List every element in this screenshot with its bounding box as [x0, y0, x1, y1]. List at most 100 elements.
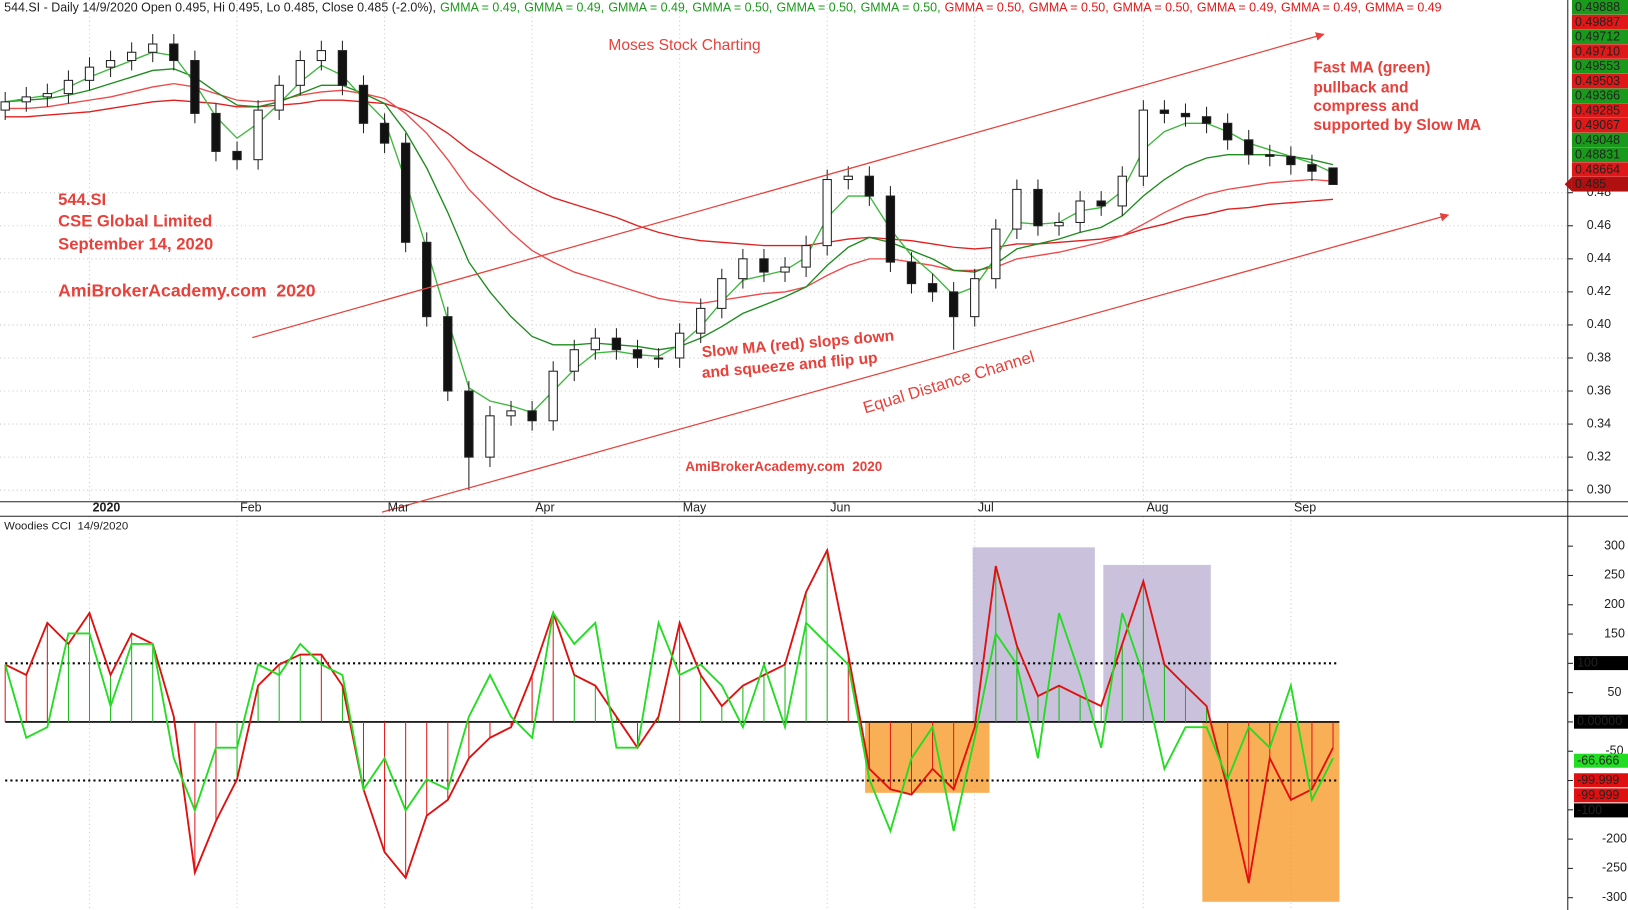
candle-body [569, 349, 579, 372]
candle-body [1328, 167, 1338, 185]
y-tick-label: 300 [1604, 538, 1625, 552]
y-tick-label: -200 [1602, 831, 1627, 845]
zone [1202, 721, 1340, 902]
x-tick-label: Aug [1146, 500, 1168, 514]
y-tick-label: 0.40 [1587, 317, 1611, 331]
annotation: AmiBrokerAcademy.com 2020 [58, 281, 316, 301]
candle-body [1180, 112, 1191, 118]
annotation: Fast MA (green) [1313, 60, 1430, 77]
candle-body [1033, 188, 1043, 227]
last-value-label: 0.48664 [1575, 162, 1620, 176]
y-tick-label: 0.44 [1587, 251, 1611, 265]
last-value-box [1574, 656, 1628, 671]
candle-body [0, 101, 10, 111]
candle-body [590, 337, 601, 351]
annotation: pullback and [1313, 79, 1408, 96]
candle-body [864, 175, 875, 197]
candle-body [632, 349, 643, 359]
x-tick-label: Feb [240, 500, 262, 514]
annotation: compress and [1313, 98, 1419, 115]
last-value-label: 0.49887 [1575, 15, 1620, 29]
y-tick-label: 50 [1608, 685, 1622, 699]
y-tick-label: -250 [1602, 861, 1627, 875]
candle-body [84, 66, 95, 81]
candle-body [105, 60, 116, 68]
last-value-box [1574, 714, 1628, 729]
last-value-box [1571, 118, 1628, 133]
legend-entry: GMMA = 0.49, [524, 1, 604, 15]
candle-body [63, 79, 74, 95]
last-value-box [1574, 773, 1628, 788]
last-value-box [1574, 803, 1628, 818]
candle-body [1138, 109, 1149, 177]
candle-body [148, 43, 158, 53]
candle-body [485, 415, 495, 458]
legend-entry: GMMA = 0.50, [1113, 1, 1193, 15]
candle-body [548, 370, 558, 422]
candle-body [1054, 221, 1064, 227]
candle-body [1265, 154, 1275, 157]
candle-body [1286, 155, 1296, 166]
candle-body [1096, 200, 1106, 207]
candle-body [1222, 122, 1233, 141]
last-value-box [1571, 177, 1628, 192]
y-tick-label: 0.42 [1587, 284, 1611, 298]
legend-entry: GMMA = 0.50, [861, 1, 941, 15]
candle-body [822, 178, 832, 247]
legend-entry: GMMA = 0.50, [692, 1, 772, 15]
candle-body [506, 410, 516, 417]
last-value-label: 0.49503 [1575, 74, 1620, 88]
candle-body [190, 60, 200, 114]
last-value-label: 0.49553 [1575, 59, 1620, 73]
legend-entry: GMMA = 0.50, [1029, 1, 1109, 15]
y-tick-label: 0.36 [1587, 383, 1611, 397]
candle-body [464, 390, 474, 458]
candle-body [316, 50, 327, 62]
last-value-box [1571, 29, 1628, 45]
last-value-box [1571, 59, 1628, 74]
candle-body [169, 43, 179, 62]
last-value-label: -99.999 [1577, 773, 1619, 787]
last-value-label: -66.666 [1577, 753, 1619, 767]
candle-body [253, 109, 263, 161]
last-value-box [1571, 73, 1628, 89]
y-tick-label: 150 [1604, 626, 1625, 640]
candle-body [927, 283, 938, 293]
moving-average [5, 99, 1334, 250]
last-value-box [1571, 103, 1628, 118]
candle-body [295, 60, 305, 86]
last-value-box [1571, 162, 1628, 177]
candle-body [42, 93, 53, 98]
last-value-label: 0.49285 [1575, 103, 1620, 117]
candle-body [1244, 139, 1254, 156]
candle-body [126, 51, 137, 62]
annotation: AmiBrokerAcademy.com 2020 [685, 459, 882, 474]
y-tick-label: 0.30 [1587, 482, 1611, 496]
candle-body [1159, 109, 1170, 114]
y-tick-label: 0.32 [1587, 449, 1611, 463]
x-tick-label: Jun [830, 500, 850, 514]
cci-line [4, 610, 1334, 834]
last-value-box [1574, 788, 1628, 803]
candle-body [1075, 200, 1085, 223]
x-tick-label: 2020 [93, 500, 121, 514]
legend-entry: GMMA = 0.49 [1365, 1, 1442, 15]
candle-body [906, 261, 917, 285]
last-value-label: 0.49067 [1575, 118, 1620, 132]
last-value-label: 0.49712 [1575, 30, 1620, 44]
candle-body [527, 410, 537, 422]
x-tick-label: May [683, 500, 707, 514]
legend-entry: GMMA = 0.49, [440, 1, 520, 15]
last-value-pointer [1564, 177, 1572, 192]
y-tick-label: 0.38 [1587, 350, 1611, 364]
last-value-box [1571, 44, 1628, 59]
last-value-label: 0.48831 [1575, 148, 1620, 162]
candle-body [948, 291, 959, 318]
annotation: supported by Slow MA [1313, 117, 1481, 134]
candle-body [738, 258, 748, 280]
last-value-box [1571, 88, 1628, 104]
candle-body [759, 258, 769, 273]
x-tick-label: Mar [388, 500, 409, 514]
candle-body [674, 332, 685, 359]
legend-entry: GMMA = 0.50, [777, 1, 857, 15]
